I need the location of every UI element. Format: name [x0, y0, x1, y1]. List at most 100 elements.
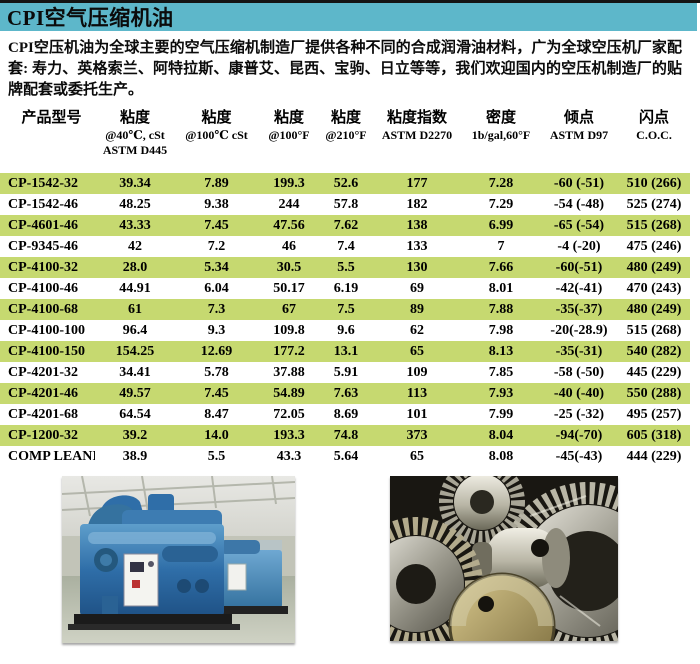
cell-model: CP-4201-68 [8, 406, 78, 422]
cell-value: 8.47 [204, 406, 229, 422]
table-row: CP-4100-150 154.25 12.69 177.2 13.1 65 8.13 -35… [0, 341, 690, 362]
cell-value: 67 [282, 301, 296, 317]
cell-value: -54 (-48) [553, 196, 605, 212]
column-header: 密度 1b/gal,60°F [462, 107, 540, 173]
cell-value: 5.64 [333, 448, 359, 464]
table-row: CP-4201-46 49.57 7.45 54.89 7.63 113 7.93 -40 (… [0, 383, 690, 404]
cell-value: -35(-37) [555, 301, 603, 317]
cell-value: 550 (288) [626, 385, 682, 401]
cell-value: 154.25 [115, 343, 155, 359]
column-header-model: 产品型号 [0, 107, 95, 173]
cell-value: 13.1 [333, 343, 359, 359]
cell-value: 14.0 [204, 427, 229, 443]
table-row: COMP LEANII 38.9 5.5 43.3 5.64 65 8.08 -45(-43)… [0, 446, 690, 467]
column-title: 密度 [485, 110, 516, 126]
cell-value: 101 [406, 406, 428, 422]
cell-value: 5.34 [204, 259, 229, 275]
cell-value: 525 (274) [626, 196, 682, 212]
cell-value: -60(-51) [555, 259, 603, 275]
table-row: CP-4100-32 28.0 5.34 30.5 5.5 130 7.66 -60(-51)… [0, 257, 690, 278]
cell-value: 8.08 [488, 448, 514, 464]
cell-value: 373 [406, 427, 428, 443]
cell-value: 37.88 [273, 364, 305, 380]
cell-value: 7 [497, 238, 505, 254]
cell-model: CP-4100-32 [8, 259, 78, 275]
column-subtitle: @210°F [325, 128, 367, 142]
column-subtitle: @100°F [268, 128, 310, 142]
gear-hub-bottom [448, 572, 556, 641]
cell-value: 6.04 [204, 280, 229, 296]
cell-value: 444 (229) [626, 448, 682, 464]
spec-table: 产品型号 粘度 @40℃, cSt ASTM D445 粘度 @100℃ cSt 粘度 @10… [0, 107, 690, 467]
cell-value: -65 (-54) [553, 217, 605, 233]
column-title: 闪点 [638, 110, 669, 126]
cell-value: 69 [410, 280, 424, 296]
spec-table-header: 产品型号 粘度 @40℃, cSt ASTM D445 粘度 @100℃ cSt 粘度 @10… [0, 107, 690, 173]
cell-model: CP-4100-100 [8, 322, 85, 338]
cell-value: 199.3 [273, 175, 305, 191]
cell-value: 12.69 [200, 343, 233, 359]
cell-value: 475 (246) [626, 238, 682, 254]
cell-model: CP-4601-46 [8, 217, 78, 233]
cell-value: 510 (266) [626, 175, 682, 191]
cell-value: 7.45 [204, 385, 229, 401]
cell-value: 113 [406, 385, 428, 401]
cell-value: 495 (257) [626, 406, 682, 422]
column-title: 粘度 [330, 110, 361, 126]
cell-value: 43.33 [119, 217, 151, 233]
column-subtitle: ASTM D2270 [381, 128, 453, 142]
cell-model: CP-4201-46 [8, 385, 78, 401]
cell-value: 50.17 [273, 280, 305, 296]
cell-value: 74.8 [333, 427, 359, 443]
table-row: CP-4100-100 96.4 9.3 109.8 9.6 62 7.98 -20(-28.… [0, 320, 690, 341]
top-border-line [0, 0, 700, 3]
column-title: 粘度 [119, 110, 150, 126]
gears-photo [390, 476, 618, 641]
cell-value: 177 [406, 175, 428, 191]
cell-value: 57.8 [333, 196, 359, 212]
cell-value: -4 (-20) [557, 238, 601, 254]
cell-value: 5.5 [337, 259, 355, 275]
cell-model: COMP LEANII [8, 448, 95, 464]
column-header: 闪点 C.O.C. [618, 107, 690, 173]
spec-table-body: CP-1542-32 39.34 7.89 199.3 52.6 177 7.28 -60 (… [0, 173, 690, 467]
cell-value: 5.5 [207, 448, 226, 464]
cell-value: 7.62 [333, 217, 359, 233]
cell-value: 109 [406, 364, 428, 380]
cell-value: 9.38 [204, 196, 229, 212]
cell-value: 8.69 [333, 406, 359, 422]
header-row: 产品型号 粘度 @40℃, cSt ASTM D445 粘度 @100℃ cSt 粘度 @10… [0, 107, 690, 173]
cell-value: 470 (243) [626, 280, 682, 296]
cell-value: 52.6 [333, 175, 359, 191]
column-subtitle: ASTM D445 [102, 143, 168, 157]
cell-value: 7.29 [488, 196, 514, 212]
column-subtitle: C.O.C. [636, 128, 672, 142]
front-compressor [68, 494, 240, 630]
cell-value: 7.99 [488, 406, 514, 422]
table-row: CP-1200-32 39.2 14.0 193.3 74.8 373 8.04 -94(-7… [0, 425, 690, 446]
cell-value: 7.5 [337, 301, 355, 317]
cell-model: CP-4201-32 [8, 364, 78, 380]
cell-value: 7.3 [207, 301, 226, 317]
page-title: CPI空气压缩机油 [7, 6, 174, 30]
cell-value: 42 [128, 238, 142, 254]
cell-value: 62 [410, 322, 424, 338]
cell-value: 515 (268) [626, 217, 682, 233]
cell-value: 7.89 [204, 175, 229, 191]
column-header: 倾点 ASTM D97 [540, 107, 618, 173]
column-title: 产品型号 [21, 110, 82, 126]
cell-value: -60 (-51) [553, 175, 605, 191]
column-title: 粘度指数 [386, 110, 447, 126]
cell-value: 515 (268) [626, 322, 682, 338]
cell-model: CP-9345-46 [8, 238, 78, 254]
cell-value: 445 (229) [626, 364, 682, 380]
cell-value: 47.56 [273, 217, 305, 233]
title-bar: CPI空气压缩机油 [0, 3, 697, 31]
column-subtitle: @40℃, cSt [105, 128, 165, 142]
cell-value: 605 (318) [626, 427, 682, 443]
cell-value: -94(-70) [555, 427, 603, 443]
cell-value: 7.63 [333, 385, 359, 401]
cell-value: 28.0 [122, 259, 148, 275]
cell-value: -35(-31) [555, 343, 603, 359]
cell-value: -42(-41) [555, 280, 603, 296]
